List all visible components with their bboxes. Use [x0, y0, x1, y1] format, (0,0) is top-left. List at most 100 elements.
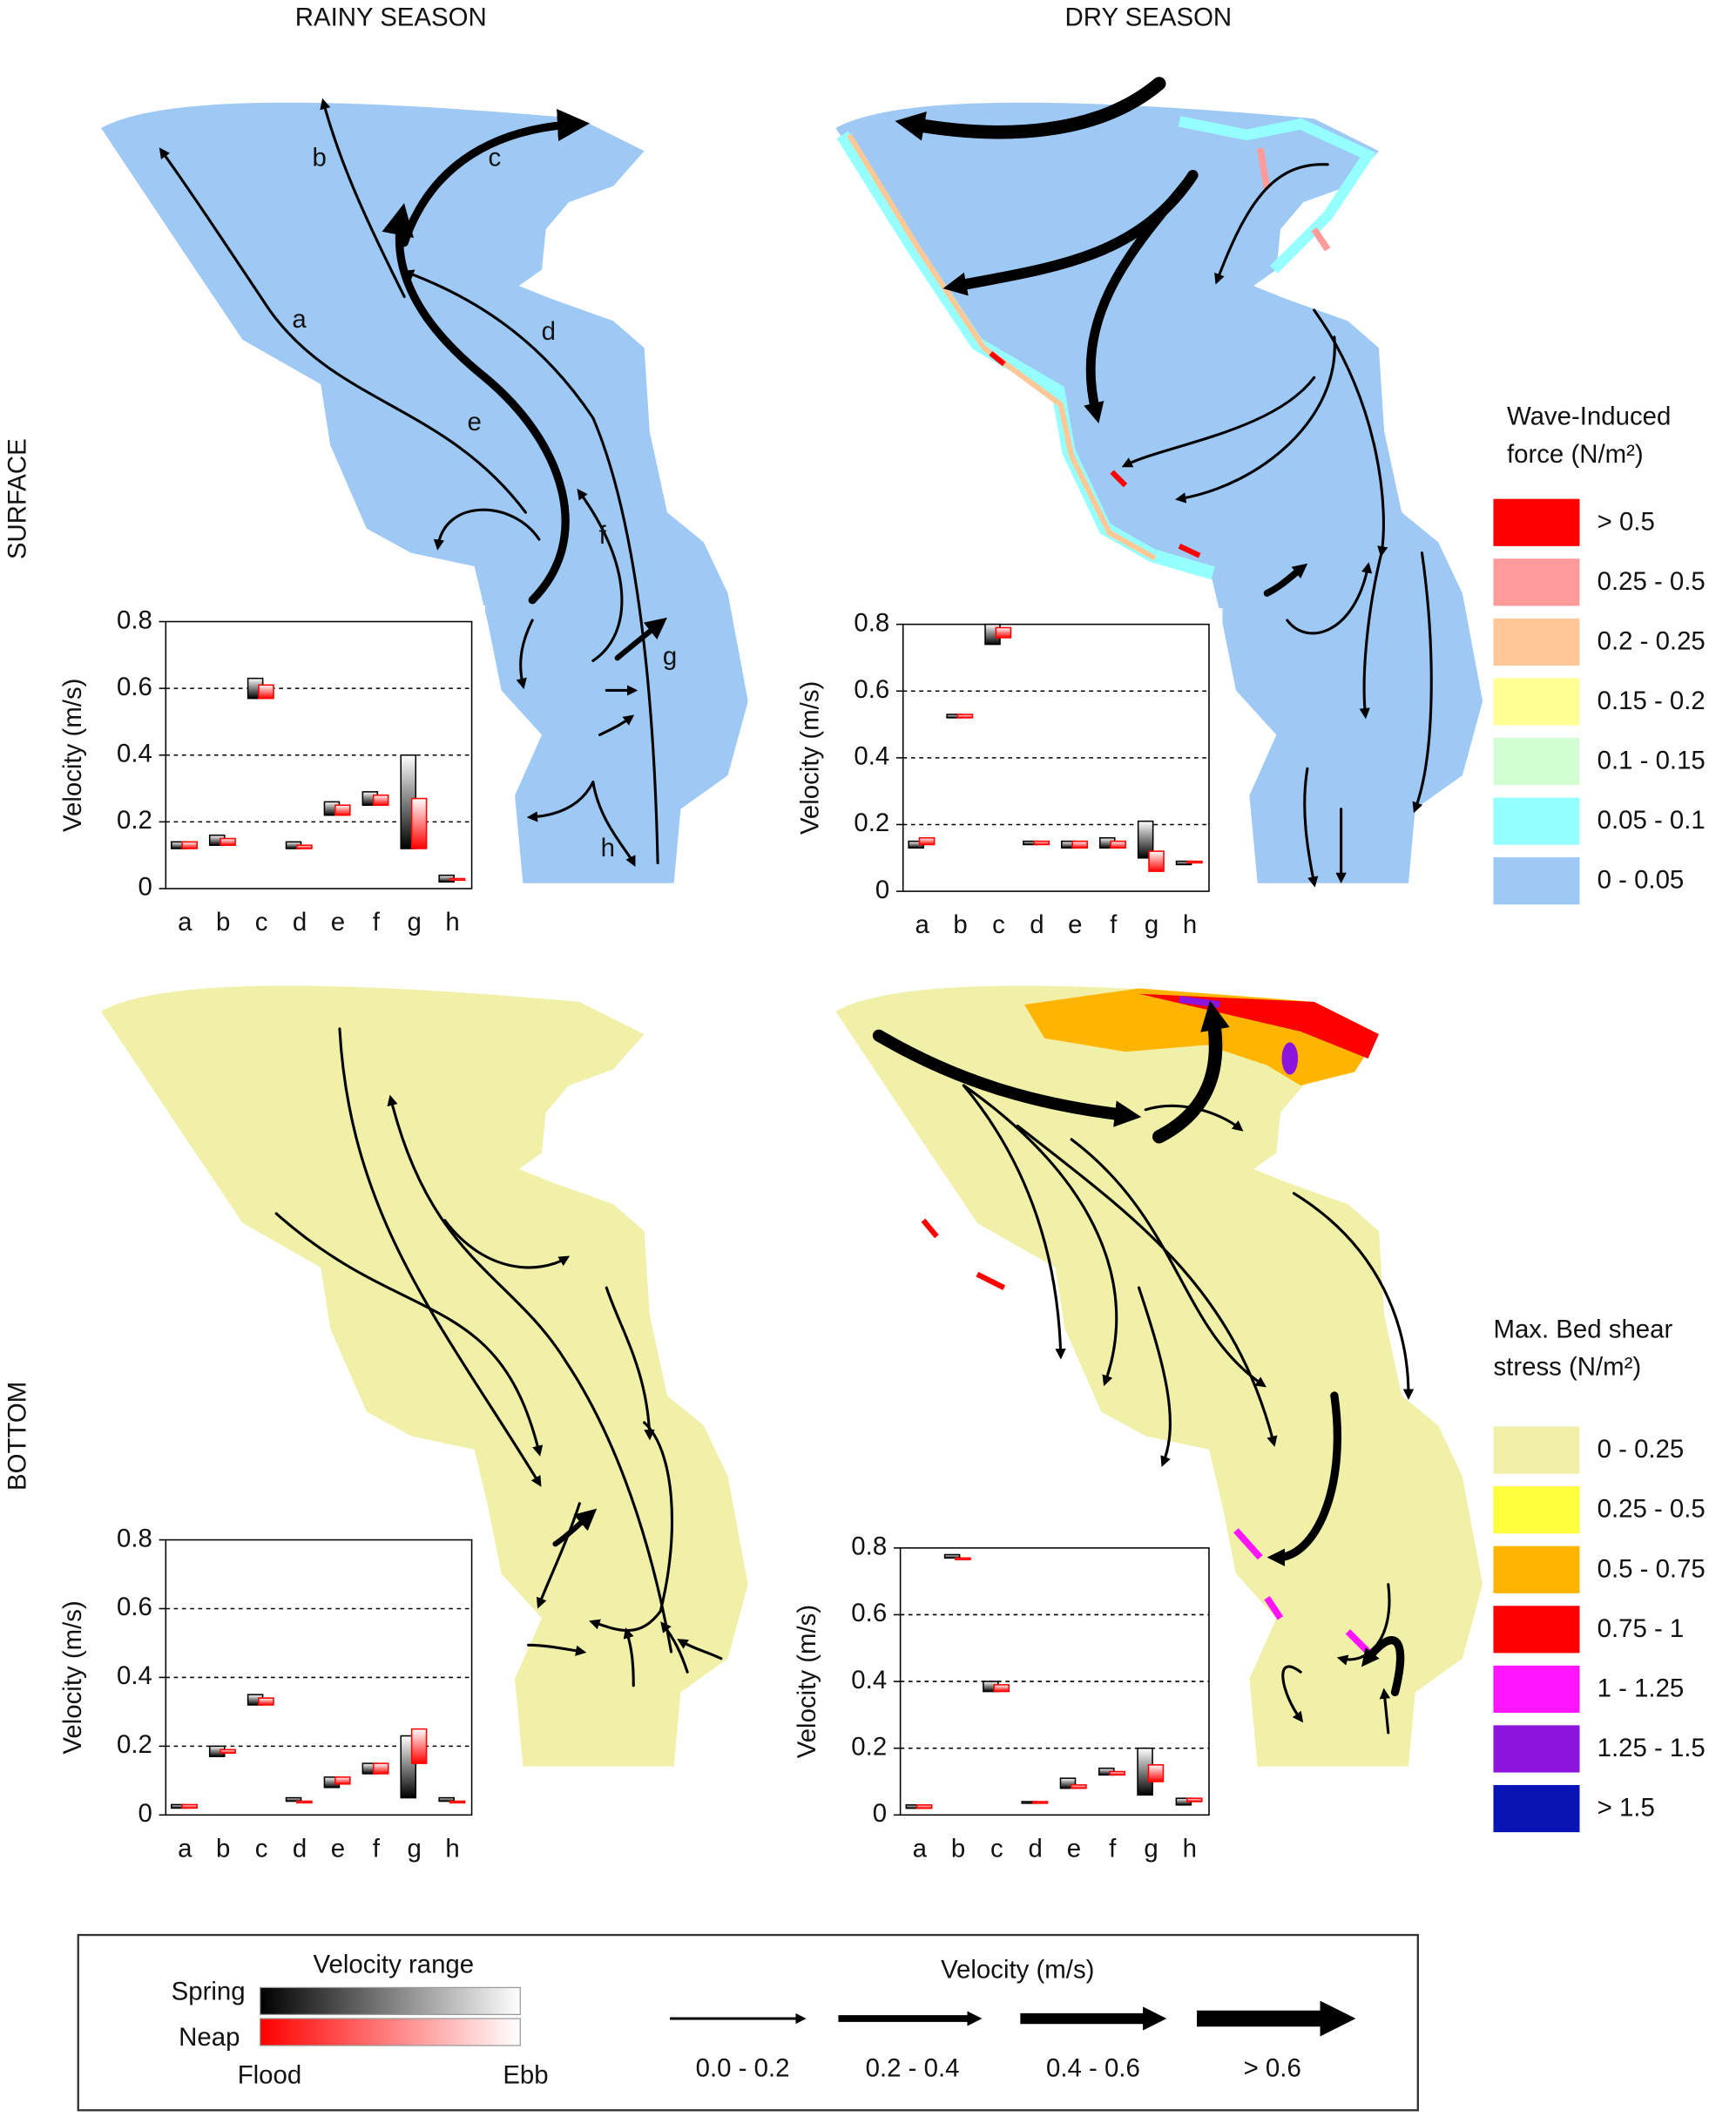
flow-label: e [467, 408, 481, 436]
legend-title: Velocity (m/s) [941, 1956, 1094, 1985]
y-axis-label: Velocity (m/s) [58, 1600, 87, 1754]
plot-frame [902, 623, 1210, 892]
x-tick-label: e [331, 1834, 345, 1863]
legend-label: 0 - 0.25 [1598, 1435, 1685, 1464]
x-tick-label: g [408, 908, 422, 937]
y-tick-label: 0.2 [851, 1732, 887, 1761]
legend-swatch [1493, 737, 1580, 786]
range-bar [181, 841, 198, 849]
legend-end-label: Flood [238, 2060, 302, 2089]
range-bar [334, 1776, 351, 1785]
row-label: BOTTOM [3, 1382, 31, 1491]
range-bar [372, 794, 389, 806]
legend-swatch [1493, 1486, 1580, 1534]
column-title: DRY SEASON [1065, 3, 1233, 31]
flow-label: h [601, 834, 615, 862]
range-bar [220, 837, 236, 846]
row-label: SURFACE [3, 438, 31, 559]
flow-label: d [542, 317, 556, 346]
x-tick-label: d [1030, 910, 1044, 939]
legend-row-label: Spring [172, 1977, 246, 2005]
y-tick-label: 0.8 [117, 1524, 152, 1552]
legend-label: 0.1 - 0.15 [1598, 747, 1706, 775]
x-tick-label: f [373, 908, 381, 937]
range-bar [956, 714, 974, 719]
legend-swatch [1493, 678, 1580, 726]
x-tick-label: f [1109, 1834, 1117, 1863]
legend-swatch [1493, 797, 1580, 845]
flow-label: a [292, 305, 307, 334]
x-tick-label: g [408, 1834, 422, 1863]
rainy-surface-arrows [159, 98, 667, 868]
legend-swatch [1493, 498, 1580, 546]
x-tick-label: b [951, 1834, 965, 1863]
y-axis-label: Velocity (m/s) [58, 679, 87, 832]
range-bar [995, 626, 1012, 639]
legend-label: 0.2 - 0.25 [1598, 626, 1706, 655]
x-tick-label: a [178, 1834, 193, 1863]
maps [101, 102, 1483, 1767]
legend-swatch [1493, 1545, 1580, 1593]
x-tick-label: a [913, 1834, 928, 1863]
flow-label: c [489, 143, 502, 172]
y-tick-label: 0.6 [854, 675, 889, 704]
range-bar [993, 1684, 1010, 1693]
legend-swatch [1493, 1665, 1580, 1713]
y-tick-label: 0.6 [851, 1599, 887, 1627]
range-bar [285, 1796, 302, 1802]
y-axis-label: Velocity (m/s) [793, 1605, 821, 1758]
x-tick-label: h [445, 1834, 459, 1863]
legend-label: 0 - 0.05 [1598, 866, 1685, 895]
range-bar [410, 797, 428, 849]
y-tick-label: 0.2 [117, 1730, 152, 1759]
x-tick-label: d [293, 908, 307, 937]
range-bar [1033, 840, 1050, 846]
x-tick-label: e [1068, 910, 1082, 939]
inset-chart: 0 0.2 0.4 0.6 0.8 Velocity (m/s) a b c d e f g h [58, 1523, 486, 1873]
rainy-bottom-arrows [274, 1027, 723, 1688]
x-tick-label: f [373, 1834, 381, 1863]
x-tick-label: b [953, 910, 967, 939]
range-bar [449, 877, 466, 882]
legend-swatch [1493, 1606, 1580, 1654]
y-tick-label: 0.4 [854, 742, 889, 771]
stress-patches [921, 988, 1379, 1654]
legend-label: 0.25 - 0.5 [1598, 1495, 1706, 1524]
flow-label: g [663, 642, 677, 671]
legend-swatch [1493, 618, 1580, 666]
range-bar [1071, 1784, 1087, 1789]
range-bar [1031, 1801, 1049, 1804]
x-tick-label: d [293, 1834, 307, 1863]
range-bar [372, 1762, 389, 1775]
legend-label: 0.25 - 0.5 [1598, 567, 1706, 596]
x-tick-label: b [216, 1834, 230, 1863]
x-tick-label: c [990, 1834, 1003, 1863]
legend-row-label: Neap [179, 2023, 240, 2052]
forcing-patches [836, 116, 1376, 580]
x-tick-label: a [915, 910, 930, 939]
legend-label: > 0.6 [1244, 2054, 1301, 2083]
y-tick-label: 0 [873, 1799, 887, 1828]
legend-label: 0.4 - 0.6 [1046, 2054, 1140, 2083]
y-tick-label: 0.2 [117, 806, 152, 835]
y-tick-label: 0 [138, 873, 152, 902]
x-tick-label: e [1067, 1834, 1081, 1863]
y-tick-label: 0.4 [117, 1661, 152, 1690]
y-tick-label: 0.8 [117, 605, 152, 634]
range-bar [943, 1553, 961, 1559]
range-bar [1186, 860, 1203, 864]
x-tick-label: d [1028, 1834, 1042, 1863]
y-tick-label: 0.4 [851, 1666, 887, 1694]
y-tick-label: 0.6 [117, 673, 152, 701]
x-tick-label: c [255, 908, 268, 937]
legend-label: 0.75 - 1 [1598, 1614, 1685, 1643]
legend-gradient [260, 2018, 521, 2046]
range-bar [955, 1557, 971, 1560]
x-tick-label: g [1145, 910, 1158, 939]
legend-label: 0.15 - 0.2 [1598, 687, 1706, 715]
range-bar [1059, 1777, 1077, 1789]
plot-frame [165, 620, 473, 889]
range-bar [334, 804, 351, 816]
legend-title: Wave-Induced [1507, 402, 1671, 431]
